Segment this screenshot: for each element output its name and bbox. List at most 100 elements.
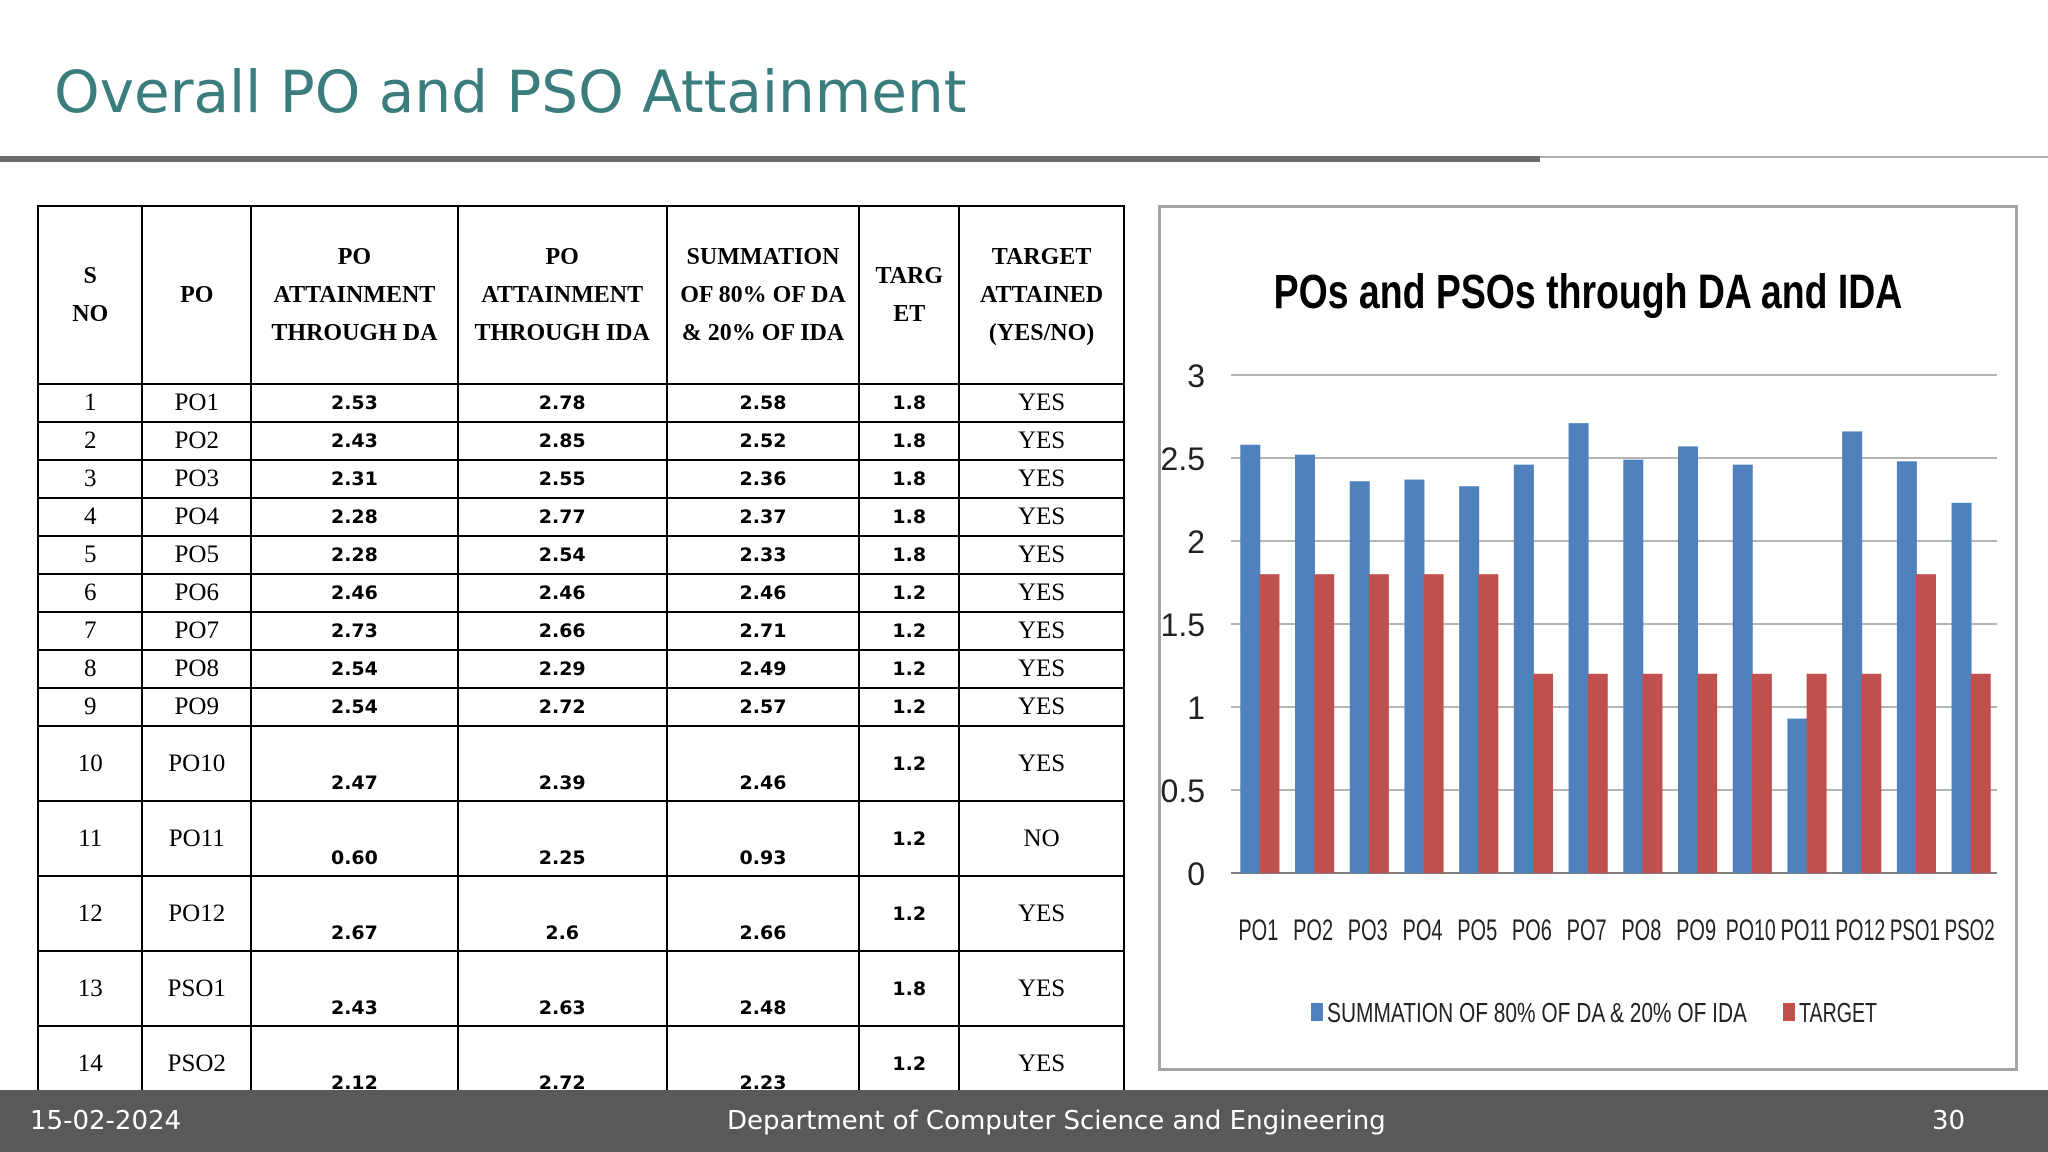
cell-sno: 13 — [36, 950, 144, 1027]
cell-summation: 2.58 — [665, 383, 861, 423]
header-target: TARG ET — [858, 205, 961, 385]
cell-ida: 2.54 — [456, 535, 668, 575]
bar-summation-po6 — [1513, 464, 1534, 873]
cell-attained: YES — [958, 459, 1125, 499]
cell-ida: 2.39 — [456, 725, 668, 802]
legend-label: SUMMATION OF 80% OF DA & 20% OF IDA — [1327, 997, 1747, 1028]
cell-sno: 8 — [36, 649, 144, 689]
cell-attained: YES — [958, 687, 1125, 727]
cell-po: PO6 — [141, 573, 253, 613]
header-ida-text: PO ATTAINMENT THROUGH IDA — [474, 244, 650, 346]
cell-sno: 7 — [36, 611, 144, 651]
bar-target-po4 — [1423, 574, 1444, 873]
legend-label: TARGET — [1799, 997, 1877, 1028]
cell-po: PO12 — [141, 875, 253, 952]
cell-attained: YES — [958, 421, 1125, 461]
bar-target-po7 — [1587, 673, 1608, 873]
cell-target: 1.2 — [858, 687, 961, 727]
cell-summation: 2.33 — [665, 535, 861, 575]
table-row: 3 PO3 2.31 2.55 2.36 1.8 YES — [36, 459, 1125, 499]
cell-attained: NO — [958, 800, 1125, 877]
cell-ida: 2.85 — [456, 421, 668, 461]
x-tick-label: PO10 — [1726, 914, 1776, 947]
chart-legend: SUMMATION OF 80% OF DA & 20% OF IDA TARGE… — [1311, 997, 1877, 1028]
bar-target-po8 — [1642, 673, 1663, 873]
y-tick-label: 2 — [1187, 524, 1205, 560]
header-da: PO ATTAINMENT THROUGH DA — [250, 205, 459, 385]
cell-sno: 2 — [36, 421, 144, 461]
x-tick-label: PO7 — [1567, 914, 1607, 947]
cell-da: 0.60 — [250, 800, 459, 877]
cell-da: 2.28 — [250, 535, 459, 575]
bar-chart: POs and PSOs through DA and IDA 0 0.5 1 1.5… — [1161, 266, 1997, 1028]
table-row: 2 PO2 2.43 2.85 2.52 1.8 YES — [36, 421, 1125, 461]
bar-summation-po2 — [1295, 454, 1316, 873]
cell-attained: YES — [958, 875, 1125, 952]
bar-target-po12 — [1861, 673, 1882, 873]
x-tick-label: PO1 — [1238, 914, 1278, 947]
y-tick-label: 3 — [1187, 358, 1205, 394]
cell-ida: 2.78 — [456, 383, 668, 423]
x-tick-label: PSO1 — [1890, 914, 1940, 947]
cell-po: PO5 — [141, 535, 253, 575]
table-row: 14 PSO2 2.12 2.72 2.23 1.2 YES — [36, 1025, 1125, 1102]
header-ida: PO ATTAINMENT THROUGH IDA — [456, 205, 668, 385]
x-tick-label: PO11 — [1781, 914, 1831, 947]
cell-target: 1.2 — [858, 573, 961, 613]
bar-summation-po12 — [1842, 431, 1863, 873]
cell-target: 1.8 — [858, 950, 961, 1027]
cell-target: 1.8 — [858, 535, 961, 575]
cell-target: 1.2 — [858, 725, 961, 802]
cell-po: PO10 — [141, 725, 253, 802]
cell-attained: YES — [958, 497, 1125, 537]
cell-po: PO11 — [141, 800, 253, 877]
cell-ida: 2.25 — [456, 800, 668, 877]
cell-summation: 2.71 — [665, 611, 861, 651]
header-attained: TARGET ATTAINED (YES/NO) — [958, 205, 1125, 385]
table-row: 9 PO9 2.54 2.72 2.57 1.2 YES — [36, 687, 1125, 727]
table-row: 13 PSO1 2.43 2.63 2.48 1.8 YES — [36, 950, 1125, 1027]
cell-ida: 2.55 — [456, 459, 668, 499]
cell-sno: 5 — [36, 535, 144, 575]
table-body: 1 PO1 2.53 2.78 2.58 1.8 YES 2 PO2 2.43 2.85 2.52 1… — [36, 383, 1125, 1102]
y-tick-label: 1 — [1187, 690, 1205, 726]
cell-summation: 2.23 — [665, 1025, 861, 1102]
cell-ida: 2.63 — [456, 950, 668, 1027]
bar-target-po3 — [1368, 574, 1389, 873]
cell-sno: 10 — [36, 725, 144, 802]
footer-date: 15-02-2024 — [30, 1106, 182, 1136]
table-row: 6 PO6 2.46 2.46 2.46 1.2 YES — [36, 573, 1125, 613]
cell-target: 1.8 — [858, 383, 961, 423]
title-divider — [0, 156, 1540, 162]
header-attained-text: TARGET ATTAINED (YES/NO) — [979, 244, 1104, 346]
table-row: 11 PO11 0.60 2.25 0.93 1.2 NO — [36, 800, 1125, 877]
x-tick-label: PO6 — [1512, 914, 1552, 947]
bar-summation-po11 — [1787, 718, 1808, 873]
cell-po: PO9 — [141, 687, 253, 727]
cell-target: 1.8 — [858, 497, 961, 537]
bar-target-po5 — [1478, 574, 1499, 873]
bar-summation-pso1 — [1896, 461, 1917, 873]
table-row: 12 PO12 2.67 2.6 2.66 1.2 YES — [36, 875, 1125, 952]
chart-y-tick-labels: 0 0.5 1 1.5 2 2.5 3 — [1161, 358, 1205, 892]
bar-target-pso1 — [1916, 574, 1937, 873]
cell-po: PO3 — [141, 459, 253, 499]
chart-title: POs and PSOs through DA and IDA — [1274, 266, 1903, 320]
bar-target-po6 — [1533, 673, 1554, 873]
slide-title: Overall PO and PSO Attainment — [54, 58, 967, 126]
cell-ida: 2.29 — [456, 649, 668, 689]
bar-target-po11 — [1806, 673, 1827, 873]
cell-sno: 9 — [36, 687, 144, 727]
bar-target-po10 — [1751, 673, 1772, 873]
chart-x-tick-labels: PO1 PO2 PO3 PO4 PO5 PO6 PO7 PO8 PO9 PO10 PO11 PO12 P… — [1238, 914, 1994, 947]
bar-summation-po3 — [1349, 481, 1370, 873]
cell-attained: YES — [958, 535, 1125, 575]
cell-da: 2.53 — [250, 383, 459, 423]
cell-po: PO8 — [141, 649, 253, 689]
x-tick-label: PO5 — [1457, 914, 1497, 947]
cell-da: 2.43 — [250, 950, 459, 1027]
table-row: 7 PO7 2.73 2.66 2.71 1.2 YES — [36, 611, 1125, 651]
bar-target-po9 — [1697, 673, 1718, 873]
cell-target: 1.2 — [858, 875, 961, 952]
bar-summation-po7 — [1568, 423, 1589, 873]
